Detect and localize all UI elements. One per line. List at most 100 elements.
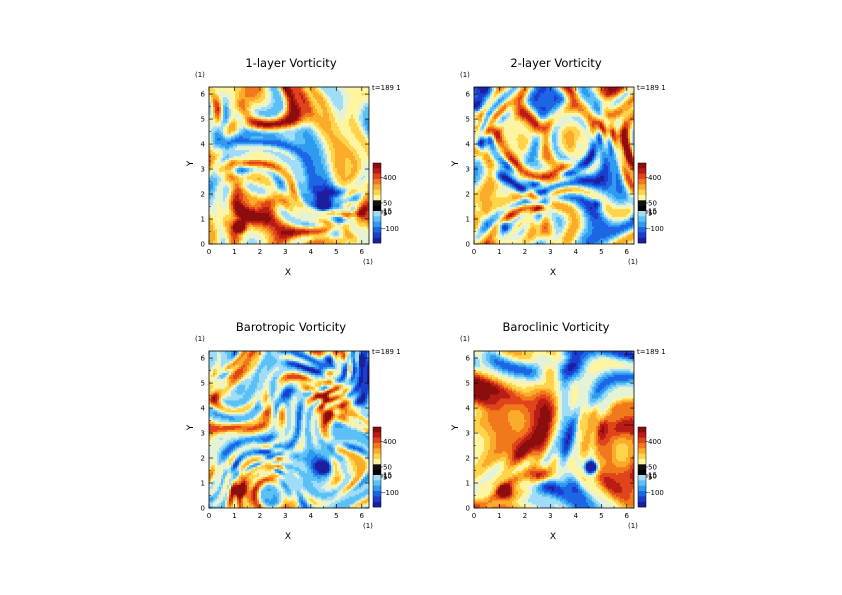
field-cell — [570, 200, 573, 204]
field-cell — [281, 222, 284, 225]
field-cell — [516, 155, 519, 159]
field-cell — [213, 149, 220, 153]
field-cell — [297, 179, 306, 182]
field-cell — [301, 87, 304, 90]
field-cell — [293, 196, 298, 200]
field-cell — [251, 151, 264, 155]
field-cell — [215, 114, 220, 117]
field-cell — [267, 238, 270, 241]
field-cell — [237, 236, 240, 239]
field-cell — [225, 171, 234, 174]
field-cell — [307, 90, 312, 94]
field-cell — [550, 175, 555, 178]
field-cell — [341, 194, 344, 198]
field-cell — [572, 240, 575, 243]
field-cell — [253, 179, 270, 182]
field-cell — [357, 196, 360, 200]
field-cell — [486, 220, 493, 223]
field-cell — [488, 212, 491, 215]
field-cell — [365, 122, 369, 125]
field-cell — [357, 173, 362, 176]
field-cell — [249, 102, 254, 106]
field-cell — [496, 163, 499, 166]
field-cell — [632, 224, 634, 227]
field-cell — [548, 216, 551, 219]
field-cell — [281, 110, 284, 113]
field-cell — [237, 126, 240, 129]
field-cell — [492, 220, 495, 223]
field-cell — [502, 155, 505, 159]
field-cell — [237, 98, 242, 102]
field-cell — [349, 192, 352, 196]
field-cell — [532, 145, 537, 149]
field-cell — [341, 222, 346, 225]
field-cell — [209, 108, 212, 111]
field-cell — [500, 153, 503, 157]
field-cell — [229, 163, 234, 166]
field-cell — [582, 230, 585, 233]
field-cell — [347, 108, 360, 111]
field-cell — [486, 240, 491, 243]
field-cell — [263, 167, 270, 170]
field-cell — [550, 198, 553, 202]
field-cell — [365, 118, 369, 121]
field-cell — [610, 167, 619, 170]
field-cell — [544, 242, 547, 244]
field-cell — [600, 169, 603, 172]
field-cell — [626, 192, 629, 196]
field-cell — [508, 218, 511, 221]
field-cell — [287, 171, 290, 174]
field-cell — [241, 87, 246, 90]
field-cell — [524, 153, 529, 157]
field-cell — [482, 143, 485, 147]
field-cell — [301, 147, 320, 151]
field-cell — [498, 228, 501, 231]
field-cell — [630, 191, 633, 194]
field-cell — [550, 171, 557, 174]
field-cell — [331, 157, 336, 161]
field-cell — [323, 90, 326, 94]
field-cell — [301, 96, 304, 100]
field-cell — [544, 153, 551, 157]
field-cell — [496, 230, 499, 233]
field-cell — [313, 114, 322, 117]
field-cell — [578, 147, 581, 151]
field-cell — [363, 116, 369, 119]
field-cell — [592, 196, 601, 200]
field-cell — [289, 167, 292, 170]
field-cell — [484, 153, 489, 157]
field-cell — [249, 138, 282, 141]
field-cell — [363, 196, 368, 200]
field-cell — [572, 169, 575, 172]
field-cell — [492, 179, 497, 182]
field-cell — [229, 191, 232, 194]
field-cell — [229, 145, 234, 149]
field-cell — [574, 240, 577, 243]
field-cell — [626, 175, 631, 178]
field-cell — [349, 124, 358, 127]
field-cell — [560, 181, 565, 184]
field-cell — [500, 238, 507, 241]
field-cell — [215, 122, 220, 125]
field-cell — [602, 218, 607, 221]
y-tick-label: 0 — [201, 241, 205, 249]
field-cell — [598, 214, 601, 217]
field-cell — [502, 175, 509, 178]
field-cell — [283, 159, 300, 162]
field-cell — [269, 212, 272, 215]
field-cell — [524, 191, 527, 194]
field-cell — [331, 159, 336, 162]
field-cell — [534, 167, 541, 170]
field-cell — [309, 94, 314, 98]
field-cell — [626, 216, 629, 219]
field-cell — [482, 206, 491, 210]
field-cell — [329, 185, 334, 188]
field-cell — [321, 88, 324, 92]
field-cell — [532, 171, 539, 174]
field-cell — [209, 238, 216, 241]
field-cell — [622, 163, 625, 166]
field-cell — [277, 169, 286, 172]
field-cell — [540, 149, 543, 153]
field-cell — [562, 238, 565, 241]
field-cell — [548, 224, 551, 227]
